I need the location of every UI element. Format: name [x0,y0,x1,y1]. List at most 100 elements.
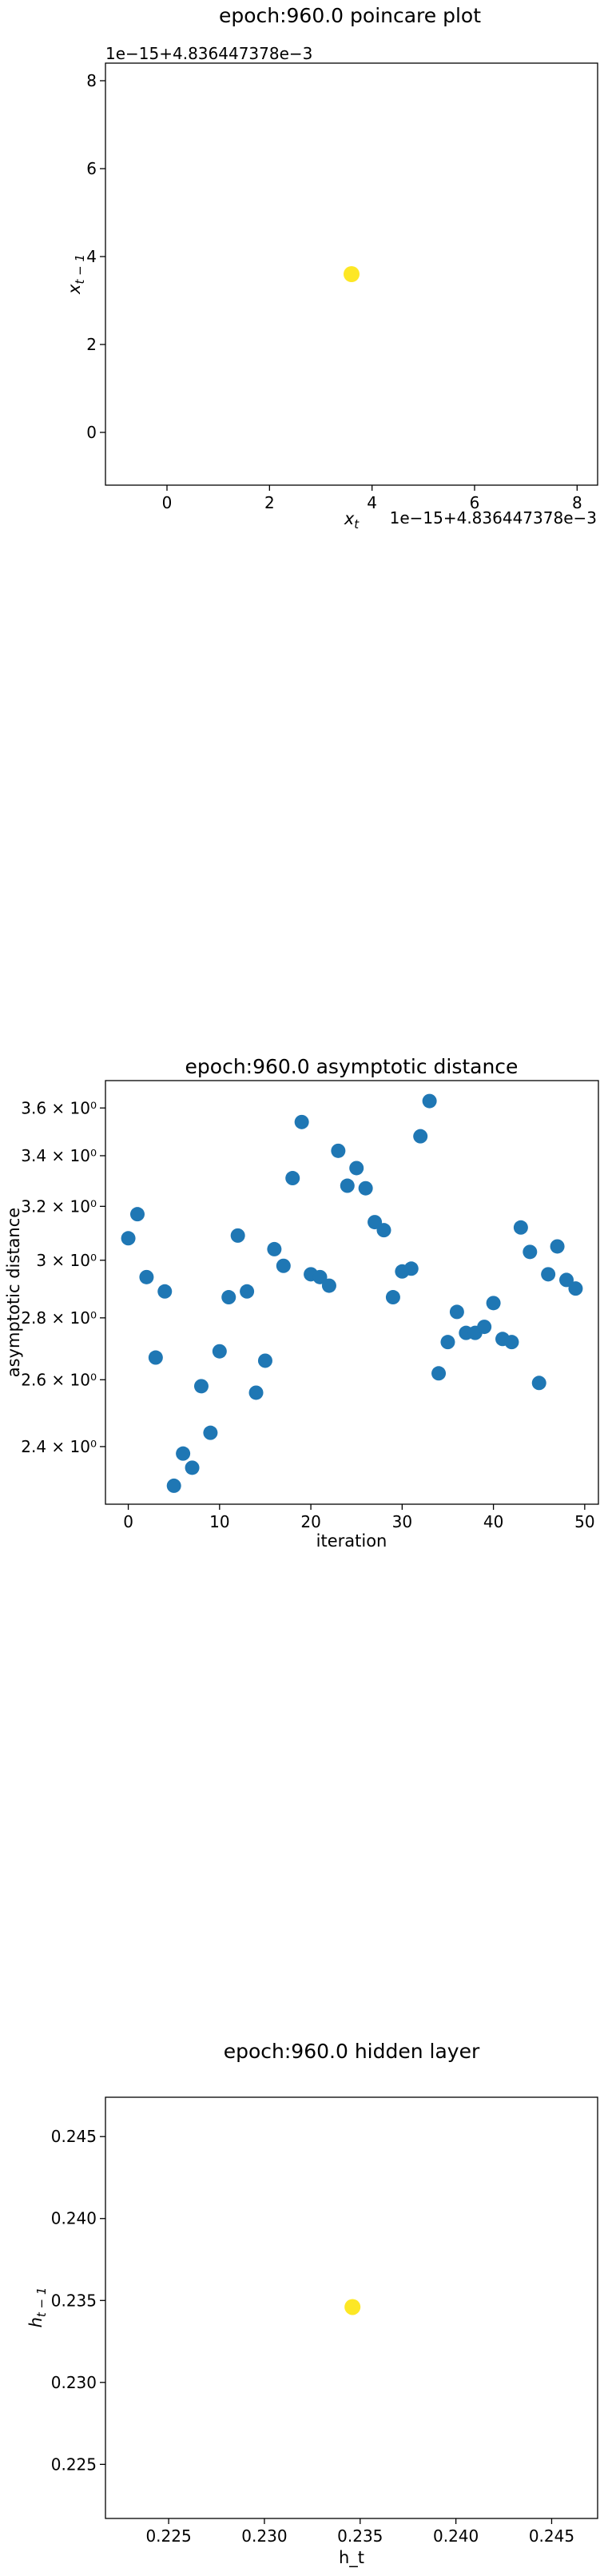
data-point [449,1304,464,1320]
y-tick-label: 3.4 × 10⁰ [21,1146,97,1165]
x-tick-label: 30 [392,1512,412,1531]
plot-frame [105,2096,598,2519]
x-tick-label: 8 [572,493,582,512]
data-point [523,1244,538,1260]
asymptotic-distance-ticks: 0 10 20 30 40 50 2.4 × 10⁰ 2.6 × 10⁰ 2.8 × 10⁰ 3 … [21,1098,594,1531]
data-point [212,1344,227,1359]
data-point [148,1350,163,1365]
x-tick-label: 0.235 [337,2526,383,2546]
x-axis-label: h_t [339,2548,364,2568]
x-tick-label: 6 [470,493,480,512]
x-tick-label: 0 [162,493,173,512]
y-tick-label: 0.240 [51,2209,97,2228]
data-point [504,1335,519,1350]
data-point [550,1239,565,1254]
data-point [344,2299,361,2315]
data-point [139,1269,154,1284]
data-point [349,1161,364,1176]
y-tick-label: 0.245 [51,2127,97,2146]
data-point [486,1296,501,1311]
hidden-layer-marks [344,2299,361,2315]
data-point [568,1281,583,1296]
x-axis-label: xt [344,509,360,532]
data-point [431,1366,447,1381]
plot-frame [105,62,598,486]
asymptotic-distance-marks [121,1093,583,1493]
y-tick-label: 6 [86,159,97,178]
chart-title: epoch:960.0 asymptotic distance [185,1055,519,1078]
data-point [344,266,360,282]
y-tick-label: 0.225 [51,2455,97,2474]
x-tick-label: 2 [264,493,275,512]
y-tick-label: 0.230 [51,2373,97,2392]
data-point [513,1220,528,1235]
data-point [340,1178,355,1193]
data-point [321,1278,336,1293]
hidden-layer-ticks: 0.225 0.230 0.235 0.240 0.245 0.225 0.230 0.235… [51,2127,574,2546]
poincare-plot-chart: epoch:960.0 poincare plot 1e−15+4.836447… [65,4,598,532]
poincare-plot-ticks: 0 2 4 6 8 0 2 4 6 8 [86,71,582,512]
y-tick-label: 2.6 × 10⁰ [21,1370,97,1389]
y-axis-label: xt − 1 [65,254,87,295]
data-point [541,1267,556,1282]
x-tick-label: 0.225 [145,2526,191,2546]
data-point [248,1385,264,1400]
x-tick-label: 0.245 [529,2526,574,2546]
y-tick-label: 2 [86,335,97,354]
x-tick-label: 10 [209,1512,229,1531]
data-point [267,1241,282,1256]
data-point [166,1478,181,1493]
y-tick-label: 0 [86,423,97,442]
data-point [312,1269,328,1284]
y-tick-label: 3.2 × 10⁰ [21,1196,97,1216]
chart-title: epoch:960.0 hidden layer [224,2040,480,2063]
data-point [193,1379,209,1394]
x-axis-label: iteration [316,1531,387,1551]
hidden-layer-chart: epoch:960.0 hidden layer 0.225 0.230 0.235… [26,2040,598,2568]
chart-title: epoch:960.0 poincare plot [219,4,481,27]
data-point [240,1284,255,1299]
data-point [440,1335,455,1350]
data-point [385,1290,400,1305]
data-point [230,1228,245,1243]
data-point [129,1207,145,1222]
x-tick-label: 4 [367,493,377,512]
y-tick-label: 2.8 × 10⁰ [21,1308,97,1328]
x-tick-label: 50 [574,1512,594,1531]
data-point [157,1284,173,1299]
y-tick-label: 8 [86,71,97,90]
data-point [531,1376,546,1391]
data-point [358,1181,373,1196]
data-point [331,1143,346,1158]
data-point [294,1114,309,1129]
y-tick-label: 2.4 × 10⁰ [21,1437,97,1456]
data-point [477,1320,492,1335]
y-offset-text: 1e−15+4.836447378e−3 [105,44,312,63]
x-tick-label: 40 [483,1512,503,1531]
data-point [403,1261,419,1276]
y-axis-label: asymptotic distance [4,1208,23,1377]
data-point [276,1258,291,1273]
data-point [176,1446,191,1461]
y-tick-label: 3.6 × 10⁰ [21,1098,97,1117]
x-tick-label: 0 [123,1512,133,1531]
data-point [203,1425,218,1440]
y-tick-label: 4 [86,247,97,266]
data-point [422,1093,437,1109]
x-tick-label: 0.240 [433,2526,479,2546]
data-point [221,1290,236,1305]
data-point [185,1460,200,1475]
data-point [285,1171,300,1186]
data-point [376,1223,391,1238]
x-tick-label: 20 [300,1512,320,1531]
data-point [559,1272,574,1288]
poincare-plot-marks [344,266,360,282]
asymptotic-distance-chart: epoch:960.0 asymptotic distance 0 10 20 30 4… [4,1055,599,1551]
y-tick-label: 0.235 [51,2291,97,2310]
x-offset-text: 1e−15+4.836447378e−3 [390,508,597,528]
y-tick-label: 3 × 10⁰ [36,1251,97,1270]
x-tick-label: 0.230 [241,2526,287,2546]
data-point [121,1231,136,1246]
data-point [413,1129,428,1144]
